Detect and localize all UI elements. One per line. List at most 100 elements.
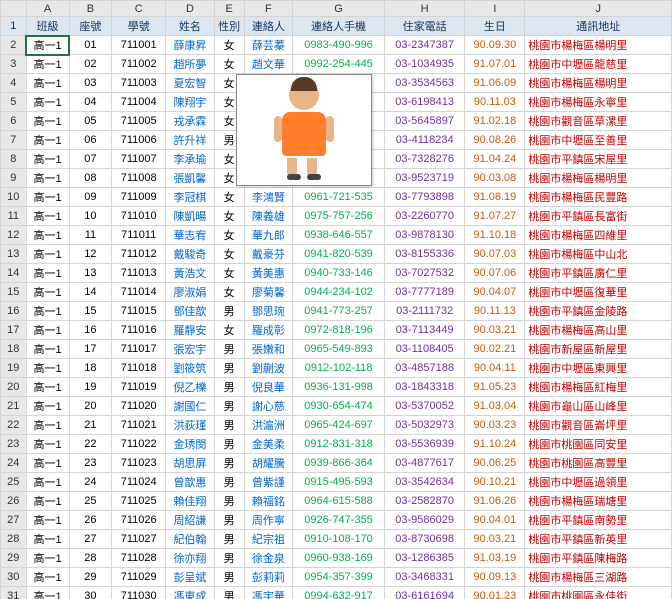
cell-contact[interactable]: 紀宗祖 [244,530,293,549]
row-header[interactable]: 11 [1,207,27,226]
cell-cls[interactable]: 高一1 [26,359,69,378]
cell-mobile[interactable]: 0964-615-588 [293,492,385,511]
cell-tel[interactable]: 03-3534563 [384,74,464,93]
cell-seat[interactable]: 07 [69,150,112,169]
cell-addr[interactable]: 桃園市楊梅區楊明里 [525,169,672,188]
cell-tel[interactable]: 03-7328276 [384,150,464,169]
row-header[interactable]: 25 [1,473,27,492]
cell-tel[interactable]: 03-4877617 [384,454,464,473]
cell-cls[interactable]: 高一1 [26,93,69,112]
cell-seat[interactable]: 02 [69,55,112,74]
cell-sex[interactable]: 女 [214,207,244,226]
cell-cls[interactable]: 高一1 [26,454,69,473]
cell-addr[interactable]: 桃園市平鎮區宋屋里 [525,150,672,169]
row-header[interactable]: 1 [1,17,27,36]
cell-bday[interactable]: 90.06.25 [465,454,525,473]
cell-mobile[interactable]: 0954-357-399 [293,568,385,587]
header-cell[interactable]: 座號 [69,17,112,36]
cell-mobile[interactable]: 0972-818-196 [293,321,385,340]
row-header[interactable]: 12 [1,226,27,245]
cell-bday[interactable]: 90.08.26 [465,131,525,150]
cell-mobile[interactable]: 0915-495-593 [293,473,385,492]
cell-name[interactable]: 李冠棋 [166,188,215,207]
cell-seat[interactable]: 06 [69,131,112,150]
cell-sex[interactable]: 女 [214,321,244,340]
cell-cls[interactable]: 高一1 [26,397,69,416]
cell-addr[interactable]: 桃園市新屋區新屋里 [525,340,672,359]
cell-addr[interactable]: 桃園市觀音區崙坪里 [525,416,672,435]
header-cell[interactable]: 學號 [112,17,166,36]
cell-sex[interactable]: 男 [214,549,244,568]
cell-mobile[interactable]: 0941-773-257 [293,302,385,321]
cell-contact[interactable]: 劉蒯波 [244,359,293,378]
cell-bday[interactable]: 90.07.03 [465,245,525,264]
row-header[interactable]: 16 [1,302,27,321]
cell-seat[interactable]: 14 [69,283,112,302]
cell-contact[interactable]: 華九郎 [244,226,293,245]
row-header[interactable]: 27 [1,511,27,530]
cell-name[interactable]: 馮東成 [166,587,215,599]
row-header[interactable]: 28 [1,530,27,549]
cell-cls[interactable]: 高一1 [26,492,69,511]
cell-bday[interactable]: 90.03.08 [465,169,525,188]
cell-contact[interactable]: 廖菊馨 [244,283,293,302]
cell-id[interactable]: 711019 [112,378,166,397]
row-header[interactable]: 20 [1,378,27,397]
cell-contact[interactable]: 徐金泉 [244,549,293,568]
cell-addr[interactable]: 桃園市中壢區復華里 [525,283,672,302]
cell-contact[interactable]: 胡耀騰 [244,454,293,473]
cell-tel[interactable]: 03-1286385 [384,549,464,568]
col-header-A[interactable]: A [26,1,69,17]
cell-bday[interactable]: 90.10.21 [465,473,525,492]
cell-cls[interactable]: 高一1 [26,74,69,93]
cell-sex[interactable]: 男 [214,454,244,473]
col-header-E[interactable]: E [214,1,244,17]
cell-name[interactable]: 倪乙櫟 [166,378,215,397]
cell-mobile[interactable]: 0936-131-998 [293,378,385,397]
cell-sex[interactable]: 男 [214,378,244,397]
cell-seat[interactable]: 08 [69,169,112,188]
cell-id[interactable]: 711006 [112,131,166,150]
cell-tel[interactable]: 03-2111732 [384,302,464,321]
cell-id[interactable]: 711010 [112,207,166,226]
cell-seat[interactable]: 15 [69,302,112,321]
cell-name[interactable]: 廖淑娟 [166,283,215,302]
cell-sex[interactable]: 男 [214,302,244,321]
cell-contact[interactable]: 曾紫謹 [244,473,293,492]
cell-contact[interactable]: 謝心慈 [244,397,293,416]
cell-mobile[interactable]: 0965-549-893 [293,340,385,359]
cell-contact[interactable]: 洪滬洲 [244,416,293,435]
cell-bday[interactable]: 91.02.18 [465,112,525,131]
cell-cls[interactable]: 高一1 [26,226,69,245]
cell-bday[interactable]: 91.04.24 [465,150,525,169]
cell-name[interactable]: 李承瑜 [166,150,215,169]
cell-mobile[interactable]: 0939-866-364 [293,454,385,473]
cell-addr[interactable]: 桃園市桃園區高豐里 [525,454,672,473]
cell-sex[interactable]: 男 [214,340,244,359]
cell-addr[interactable]: 桃園市楊梅區紅梅里 [525,378,672,397]
cell-id[interactable]: 711014 [112,283,166,302]
cell-tel[interactable]: 03-8730698 [384,530,464,549]
col-header-B[interactable]: B [69,1,112,17]
row-header[interactable]: 23 [1,435,27,454]
cell-bday[interactable]: 90.04.07 [465,283,525,302]
cell-seat[interactable]: 27 [69,530,112,549]
cell-sex[interactable]: 女 [214,188,244,207]
cell-addr[interactable]: 桃園市平鎮區陳梅路 [525,549,672,568]
cell-contact[interactable]: 羅成彰 [244,321,293,340]
cell-cls[interactable]: 高一1 [26,245,69,264]
cell-contact[interactable]: 李鴻賢 [244,188,293,207]
cell-seat[interactable]: 28 [69,549,112,568]
cell-addr[interactable]: 桃園市平鎮區新英里 [525,530,672,549]
cell-bday[interactable]: 90.07.06 [465,264,525,283]
header-cell[interactable]: 性別 [214,17,244,36]
cell-mobile[interactable]: 0944-234-102 [293,283,385,302]
cell-name[interactable]: 金琇閔 [166,435,215,454]
row-header[interactable]: 30 [1,568,27,587]
cell-cls[interactable]: 高一1 [26,283,69,302]
cell-tel[interactable]: 03-5032973 [384,416,464,435]
cell-name[interactable]: 薛康昇 [166,36,215,55]
cell-tel[interactable]: 03-9878130 [384,226,464,245]
cell-tel[interactable]: 03-7777189 [384,283,464,302]
cell-id[interactable]: 711027 [112,530,166,549]
